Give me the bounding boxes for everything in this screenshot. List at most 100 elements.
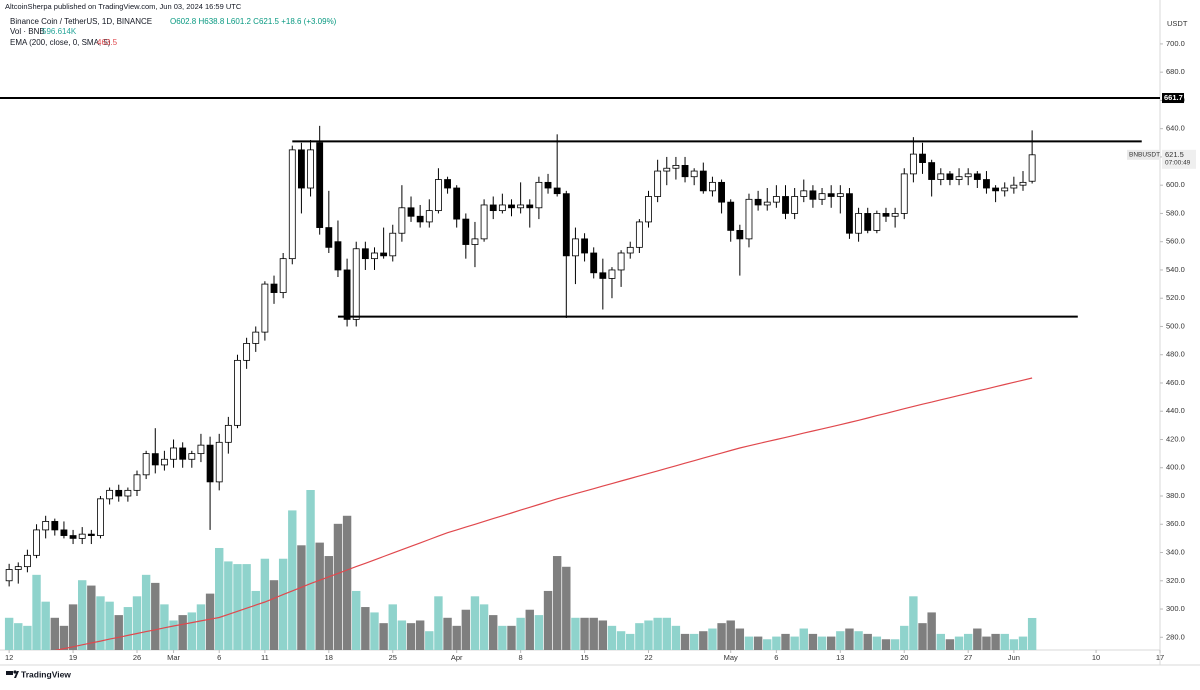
candle-body [97, 498, 104, 536]
volume-bar [388, 604, 397, 650]
volume-bar [224, 561, 233, 650]
candle-body [581, 238, 588, 254]
candle-body [928, 162, 936, 180]
y-tick-label: 520.0 [1166, 293, 1185, 302]
candle-body [398, 207, 406, 234]
y-tick-label: 340.0 [1166, 548, 1185, 557]
volume-bar [14, 623, 23, 650]
x-tick-label: Mar [167, 653, 180, 662]
countdown: 07:00:49 [1165, 160, 1191, 167]
volume-bar [470, 596, 480, 650]
volume-bar [598, 620, 608, 650]
volume-bar [525, 609, 534, 650]
volume-bar [881, 639, 891, 650]
volume-bar [114, 615, 123, 650]
volume-bar [607, 625, 617, 650]
candle-body [663, 167, 671, 172]
volume-bar [352, 590, 361, 650]
candle-body [462, 218, 470, 245]
volume-bar [845, 628, 854, 650]
volume-bar [735, 628, 745, 650]
y-tick-label: 680.0 [1166, 67, 1185, 76]
candle-body [142, 453, 150, 476]
x-tick-label: 15 [580, 653, 588, 662]
volume-bar [589, 617, 598, 650]
volume-bar [434, 596, 443, 650]
y-tick-label: 280.0 [1166, 632, 1185, 641]
candle-body [891, 213, 899, 217]
candle-body [279, 258, 287, 293]
candle-body [343, 269, 351, 320]
candle-body [498, 204, 506, 212]
volume-bar [96, 596, 105, 650]
x-tick-label: 19 [69, 653, 77, 662]
volume-bar [461, 609, 471, 650]
candle-body [416, 215, 424, 223]
y-tick-label: 600.0 [1166, 180, 1185, 189]
candle-body [160, 458, 168, 466]
volume-bar [927, 612, 936, 650]
volume-bar [662, 617, 671, 650]
volume-bar [415, 620, 425, 650]
volume-bar [790, 636, 799, 650]
volume-bar [425, 631, 434, 650]
price-tag-bg [1162, 149, 1196, 169]
volume-bar [991, 633, 1000, 650]
candle-body [727, 201, 735, 231]
volume-bar [699, 631, 708, 650]
candle-body [316, 142, 324, 228]
candle-body [946, 173, 954, 180]
candle-body [763, 201, 771, 206]
candle-body [672, 165, 680, 169]
candle-body [544, 181, 552, 189]
volume-bar [105, 601, 114, 650]
volume-bar [890, 639, 900, 650]
candle-body [124, 489, 132, 497]
candle-body [51, 521, 59, 531]
volume-bar [726, 620, 735, 650]
symbol: Binance Coin / TetherUS, 1D, BINANCE [10, 17, 152, 26]
candle-body [645, 196, 652, 223]
y-tick-label: 460.0 [1166, 378, 1185, 387]
x-tick-label: 6 [774, 653, 778, 662]
logo [14, 671, 19, 678]
candle-body [252, 331, 260, 344]
candle-body [699, 170, 707, 192]
candle-body [983, 179, 990, 189]
volume-bar [260, 558, 270, 650]
volume-last: 596.614K [42, 27, 77, 36]
candle-body [937, 173, 945, 180]
y-axis-title: USDT [1167, 19, 1188, 28]
volume-bar [41, 601, 50, 650]
candle-body [298, 149, 305, 189]
candle-body [78, 533, 86, 539]
candle-body [361, 248, 369, 260]
candle-body [754, 198, 762, 206]
candle-body [508, 204, 515, 209]
candle-body [846, 193, 853, 234]
publisher: AltcoinSherpa published on TradingView.c… [5, 2, 242, 11]
volume-bar [379, 623, 388, 650]
volume-bar [635, 623, 644, 650]
candle-body [42, 521, 50, 531]
volume-bar [443, 617, 452, 650]
candle-body [234, 359, 241, 426]
volume-bar [781, 633, 790, 650]
x-tick-label: 25 [389, 653, 397, 662]
level-label: 661.7 [1164, 93, 1183, 102]
candle-body [307, 149, 314, 189]
volume-bar [151, 582, 160, 650]
volume-bar [50, 617, 60, 650]
y-tick-label: 380.0 [1166, 491, 1185, 500]
x-tick-label: 13 [836, 653, 844, 662]
volume-bar [744, 636, 754, 650]
candle-body [572, 238, 579, 257]
logo [13, 670, 17, 674]
candle-body [681, 165, 689, 178]
candle-body [562, 193, 570, 257]
ohlc: O602.8 H638.8 L601.2 C621.5 +18.6 (+3.09… [170, 17, 337, 26]
volume-bar [836, 631, 845, 650]
candle-body [334, 241, 342, 271]
